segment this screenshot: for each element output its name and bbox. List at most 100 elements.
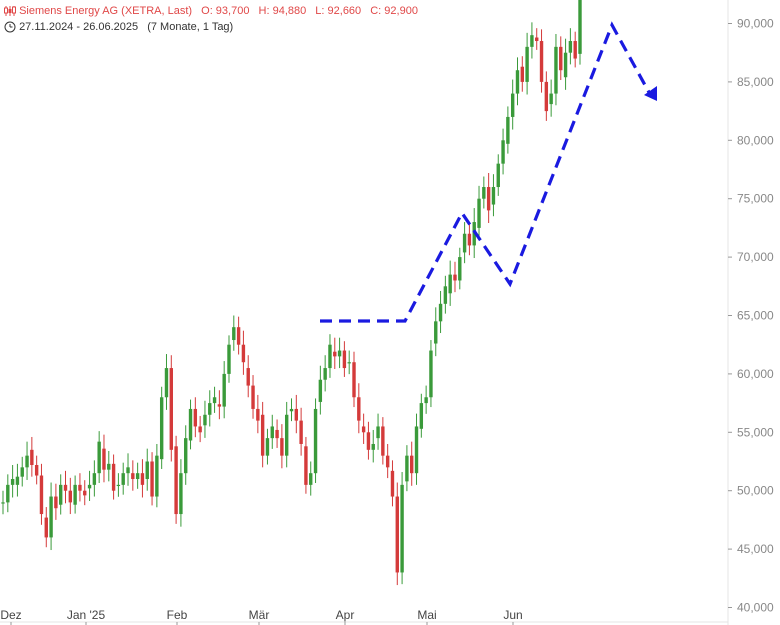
candle-body — [39, 475, 44, 515]
candle-body — [159, 397, 164, 460]
candle-body — [328, 344, 332, 369]
candle-body — [520, 66, 524, 82]
candle-body — [198, 426, 202, 433]
low-value: L: 92,660 — [315, 5, 362, 17]
candle-body — [410, 455, 414, 474]
candle-body — [366, 432, 371, 450]
clock-icon — [4, 21, 16, 33]
y-tick-label: 45,000 — [737, 542, 774, 556]
candle-body — [150, 461, 154, 497]
candle-body — [535, 37, 539, 42]
x-tick-label: Apr — [336, 608, 355, 622]
y-tick-label: 90,000 — [737, 17, 774, 31]
candle-body — [361, 426, 366, 433]
candle-body — [506, 116, 510, 144]
candle-body — [525, 46, 529, 82]
chart-header: Siemens Energy AG (XETRA, Last) O: 93,70… — [4, 5, 424, 17]
candle-body — [352, 362, 356, 398]
x-tick-label: Feb — [167, 608, 188, 622]
candle-body — [1, 502, 5, 504]
candle-body — [530, 35, 534, 47]
candle-body — [87, 484, 92, 489]
candle-body — [179, 473, 183, 515]
period-label: (7 Monate, 1 Tag) — [147, 21, 234, 33]
candlestick-icon — [4, 6, 16, 17]
candle-body — [15, 476, 20, 485]
candle-body — [477, 198, 481, 228]
candle-body — [111, 463, 116, 491]
candle-body — [496, 163, 500, 188]
candle-body — [491, 187, 496, 205]
candle-body — [20, 467, 24, 477]
candle-body — [414, 426, 419, 474]
close-value: C: 92,900 — [370, 5, 418, 17]
candle-body — [309, 473, 313, 485]
candle-body — [208, 403, 212, 415]
candle-body — [438, 303, 443, 322]
candle-body — [275, 429, 279, 439]
candle-body — [563, 52, 568, 78]
candle-body — [337, 350, 342, 357]
y-tick-label: 65,000 — [737, 309, 774, 323]
candle-body — [155, 455, 159, 497]
y-tick-label: 55,000 — [737, 425, 774, 439]
candle-body — [246, 368, 250, 386]
candle-body — [376, 426, 380, 439]
x-tick-label: Mai — [417, 608, 436, 622]
candle-body — [203, 414, 207, 426]
candle-body — [256, 408, 260, 421]
candle-body — [405, 455, 409, 482]
candle-body — [102, 448, 106, 470]
candle-body — [544, 81, 549, 112]
candle-body — [429, 350, 433, 398]
candle-body — [116, 484, 121, 487]
candle-body — [573, 41, 577, 59]
x-tick-label: Dez — [0, 608, 21, 622]
candle-body — [260, 414, 265, 456]
candle-body — [270, 426, 274, 439]
date-range: 27.11.2024 - 26.06.2025 — [19, 21, 139, 33]
candle-body — [559, 46, 563, 71]
open-value: O: 93,700 — [201, 5, 250, 17]
candle-body — [289, 408, 294, 412]
candle-body — [381, 426, 385, 456]
candle-body — [126, 467, 130, 474]
candle-body — [135, 473, 140, 480]
candle-body — [121, 473, 125, 485]
candle-body — [453, 274, 457, 281]
high-value: H: 94,880 — [258, 5, 307, 17]
candle-body — [140, 473, 145, 485]
candle-body — [434, 321, 438, 344]
candle-body — [554, 46, 558, 94]
candle-body — [236, 327, 241, 345]
candle-body — [145, 461, 149, 480]
candle-body — [34, 465, 39, 476]
candle-body — [347, 362, 351, 364]
candle-body — [92, 473, 97, 485]
candle-body — [78, 484, 82, 491]
candle-body — [59, 484, 63, 505]
y-tick-label: 70,000 — [737, 250, 774, 264]
candle-body — [515, 70, 520, 94]
candle-body — [467, 233, 472, 246]
candle-body — [482, 187, 486, 199]
candle-body — [304, 446, 308, 485]
candle-body — [578, 0, 582, 54]
candle-body — [222, 373, 226, 407]
candle-body — [501, 140, 505, 164]
projection-arrow-line — [320, 21, 653, 323]
candle-body — [83, 490, 87, 496]
candle-body — [385, 455, 390, 468]
x-tick-label: Jun — [503, 608, 522, 622]
candle-body — [299, 420, 303, 444]
candle-body — [395, 496, 399, 573]
candle-body — [419, 403, 424, 429]
candle-body — [107, 463, 111, 470]
candle-body — [63, 484, 68, 491]
candle-body — [232, 327, 236, 341]
candle-body — [280, 438, 284, 456]
candle-body — [539, 41, 544, 82]
candle-body — [25, 455, 29, 468]
y-tick-label: 85,000 — [737, 75, 774, 89]
